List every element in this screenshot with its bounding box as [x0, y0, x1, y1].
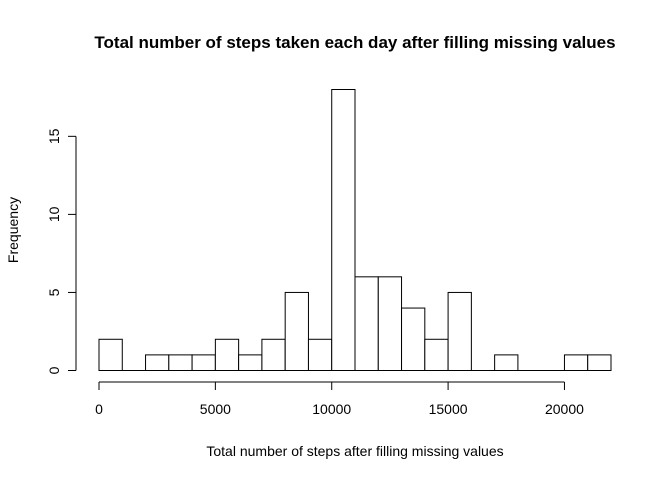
histogram-bar: [307, 338, 333, 371]
histogram-bar: [261, 338, 286, 371]
histogram-bar: [401, 307, 426, 371]
y-axis-label: Frequency: [5, 197, 21, 263]
chart-title: Total number of steps taken each day aft…: [94, 33, 615, 52]
x-tick-label: 15000: [429, 401, 468, 417]
histogram-bar: [238, 354, 263, 371]
x-axis-label: Total number of steps after filling miss…: [206, 443, 503, 459]
y-tick-label: 5: [46, 288, 62, 296]
x-tick-label: 0: [95, 401, 103, 417]
histogram-bar: [447, 291, 472, 372]
bars-group: [98, 89, 612, 372]
y-tick-label: 10: [46, 206, 62, 222]
histogram-bar: [145, 354, 170, 371]
histogram-bar: [98, 338, 123, 371]
histogram-bar: [191, 354, 216, 371]
x-tick-label: 10000: [312, 401, 351, 417]
y-tick-label: 15: [46, 128, 62, 144]
x-tick-label: 5000: [200, 401, 231, 417]
histogram-bar: [587, 354, 612, 371]
histogram-bar: [331, 89, 356, 371]
histogram-bar: [168, 354, 193, 371]
histogram-bar: [563, 354, 589, 371]
histogram-bar: [494, 354, 519, 371]
histogram-bar: [424, 338, 449, 371]
y-tick-label: 0: [46, 366, 62, 374]
y-axis: 0 5 10 15: [46, 128, 77, 374]
histogram-bar: [284, 291, 309, 372]
x-axis: 0 5000 10000 15000 20000: [95, 381, 584, 417]
x-tick-label: 20000: [545, 401, 584, 417]
histogram-bar: [354, 276, 379, 372]
histogram-bar: [214, 338, 240, 371]
histogram-bar: [377, 276, 403, 372]
